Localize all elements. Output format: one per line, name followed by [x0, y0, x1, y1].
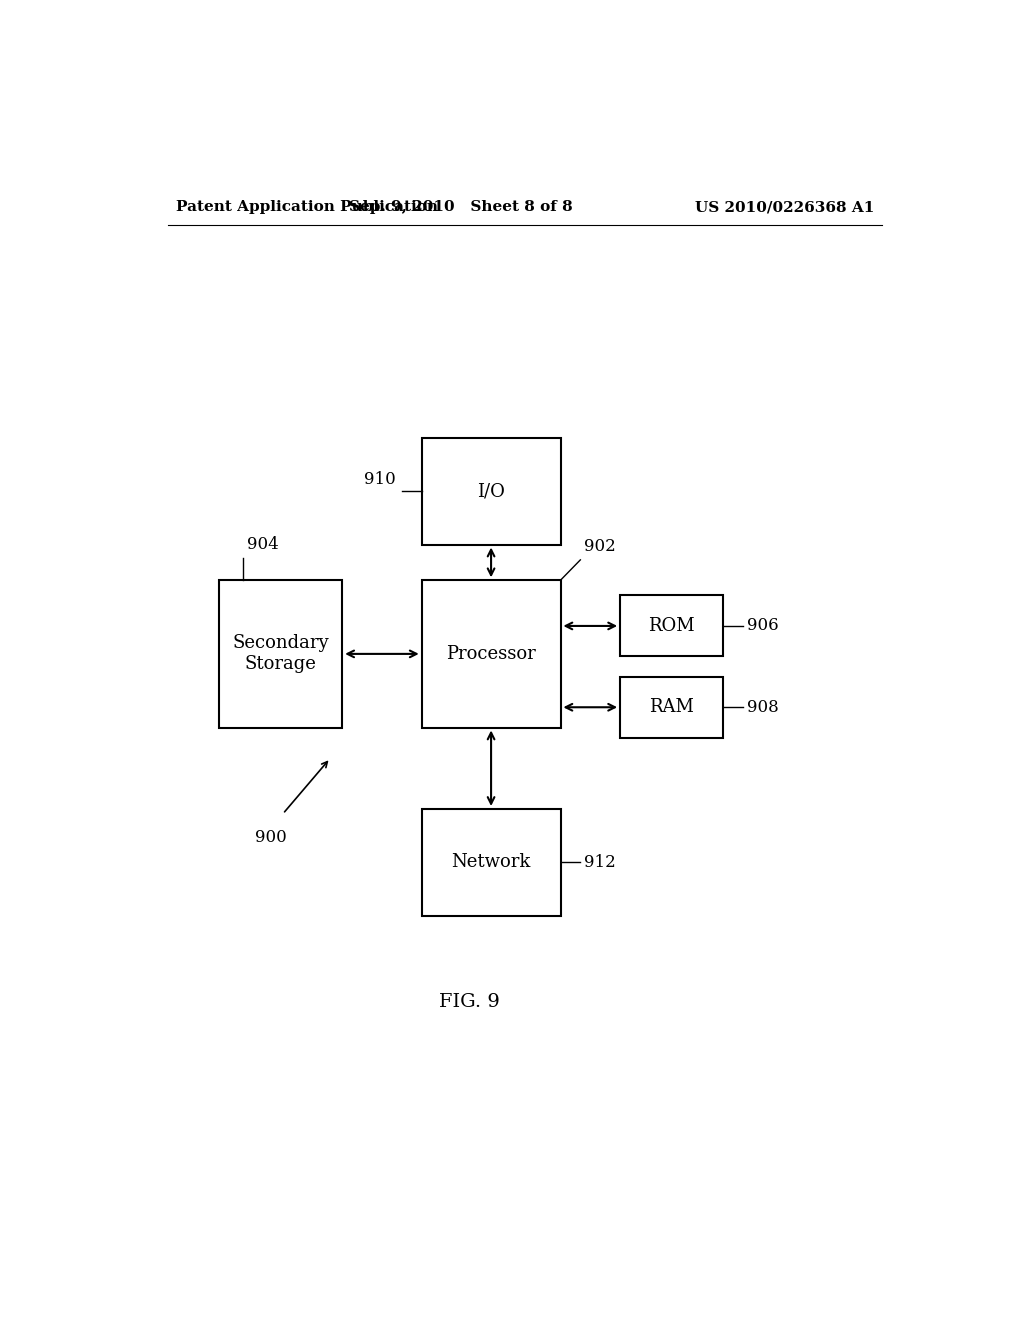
- Text: 902: 902: [585, 537, 616, 554]
- Text: Sep. 9, 2010   Sheet 8 of 8: Sep. 9, 2010 Sheet 8 of 8: [349, 201, 573, 214]
- Text: Secondary
Storage: Secondary Storage: [232, 635, 329, 673]
- Text: FIG. 9: FIG. 9: [439, 993, 500, 1011]
- Bar: [422, 581, 560, 727]
- Text: ROM: ROM: [648, 616, 695, 635]
- Bar: [219, 581, 342, 727]
- Text: RAM: RAM: [649, 698, 694, 717]
- Text: 910: 910: [364, 471, 395, 488]
- Text: I/O: I/O: [477, 482, 505, 500]
- Text: US 2010/0226368 A1: US 2010/0226368 A1: [694, 201, 873, 214]
- Text: 912: 912: [585, 854, 616, 871]
- Text: Processor: Processor: [446, 645, 536, 663]
- Bar: [620, 677, 723, 738]
- Text: Patent Application Publication: Patent Application Publication: [176, 201, 437, 214]
- Text: 904: 904: [247, 536, 279, 553]
- Bar: [620, 595, 723, 656]
- Bar: [422, 809, 560, 916]
- Text: 906: 906: [748, 618, 778, 635]
- Bar: [422, 438, 560, 545]
- Text: Network: Network: [452, 853, 530, 871]
- Text: 908: 908: [748, 698, 779, 715]
- Text: 900: 900: [255, 829, 287, 846]
